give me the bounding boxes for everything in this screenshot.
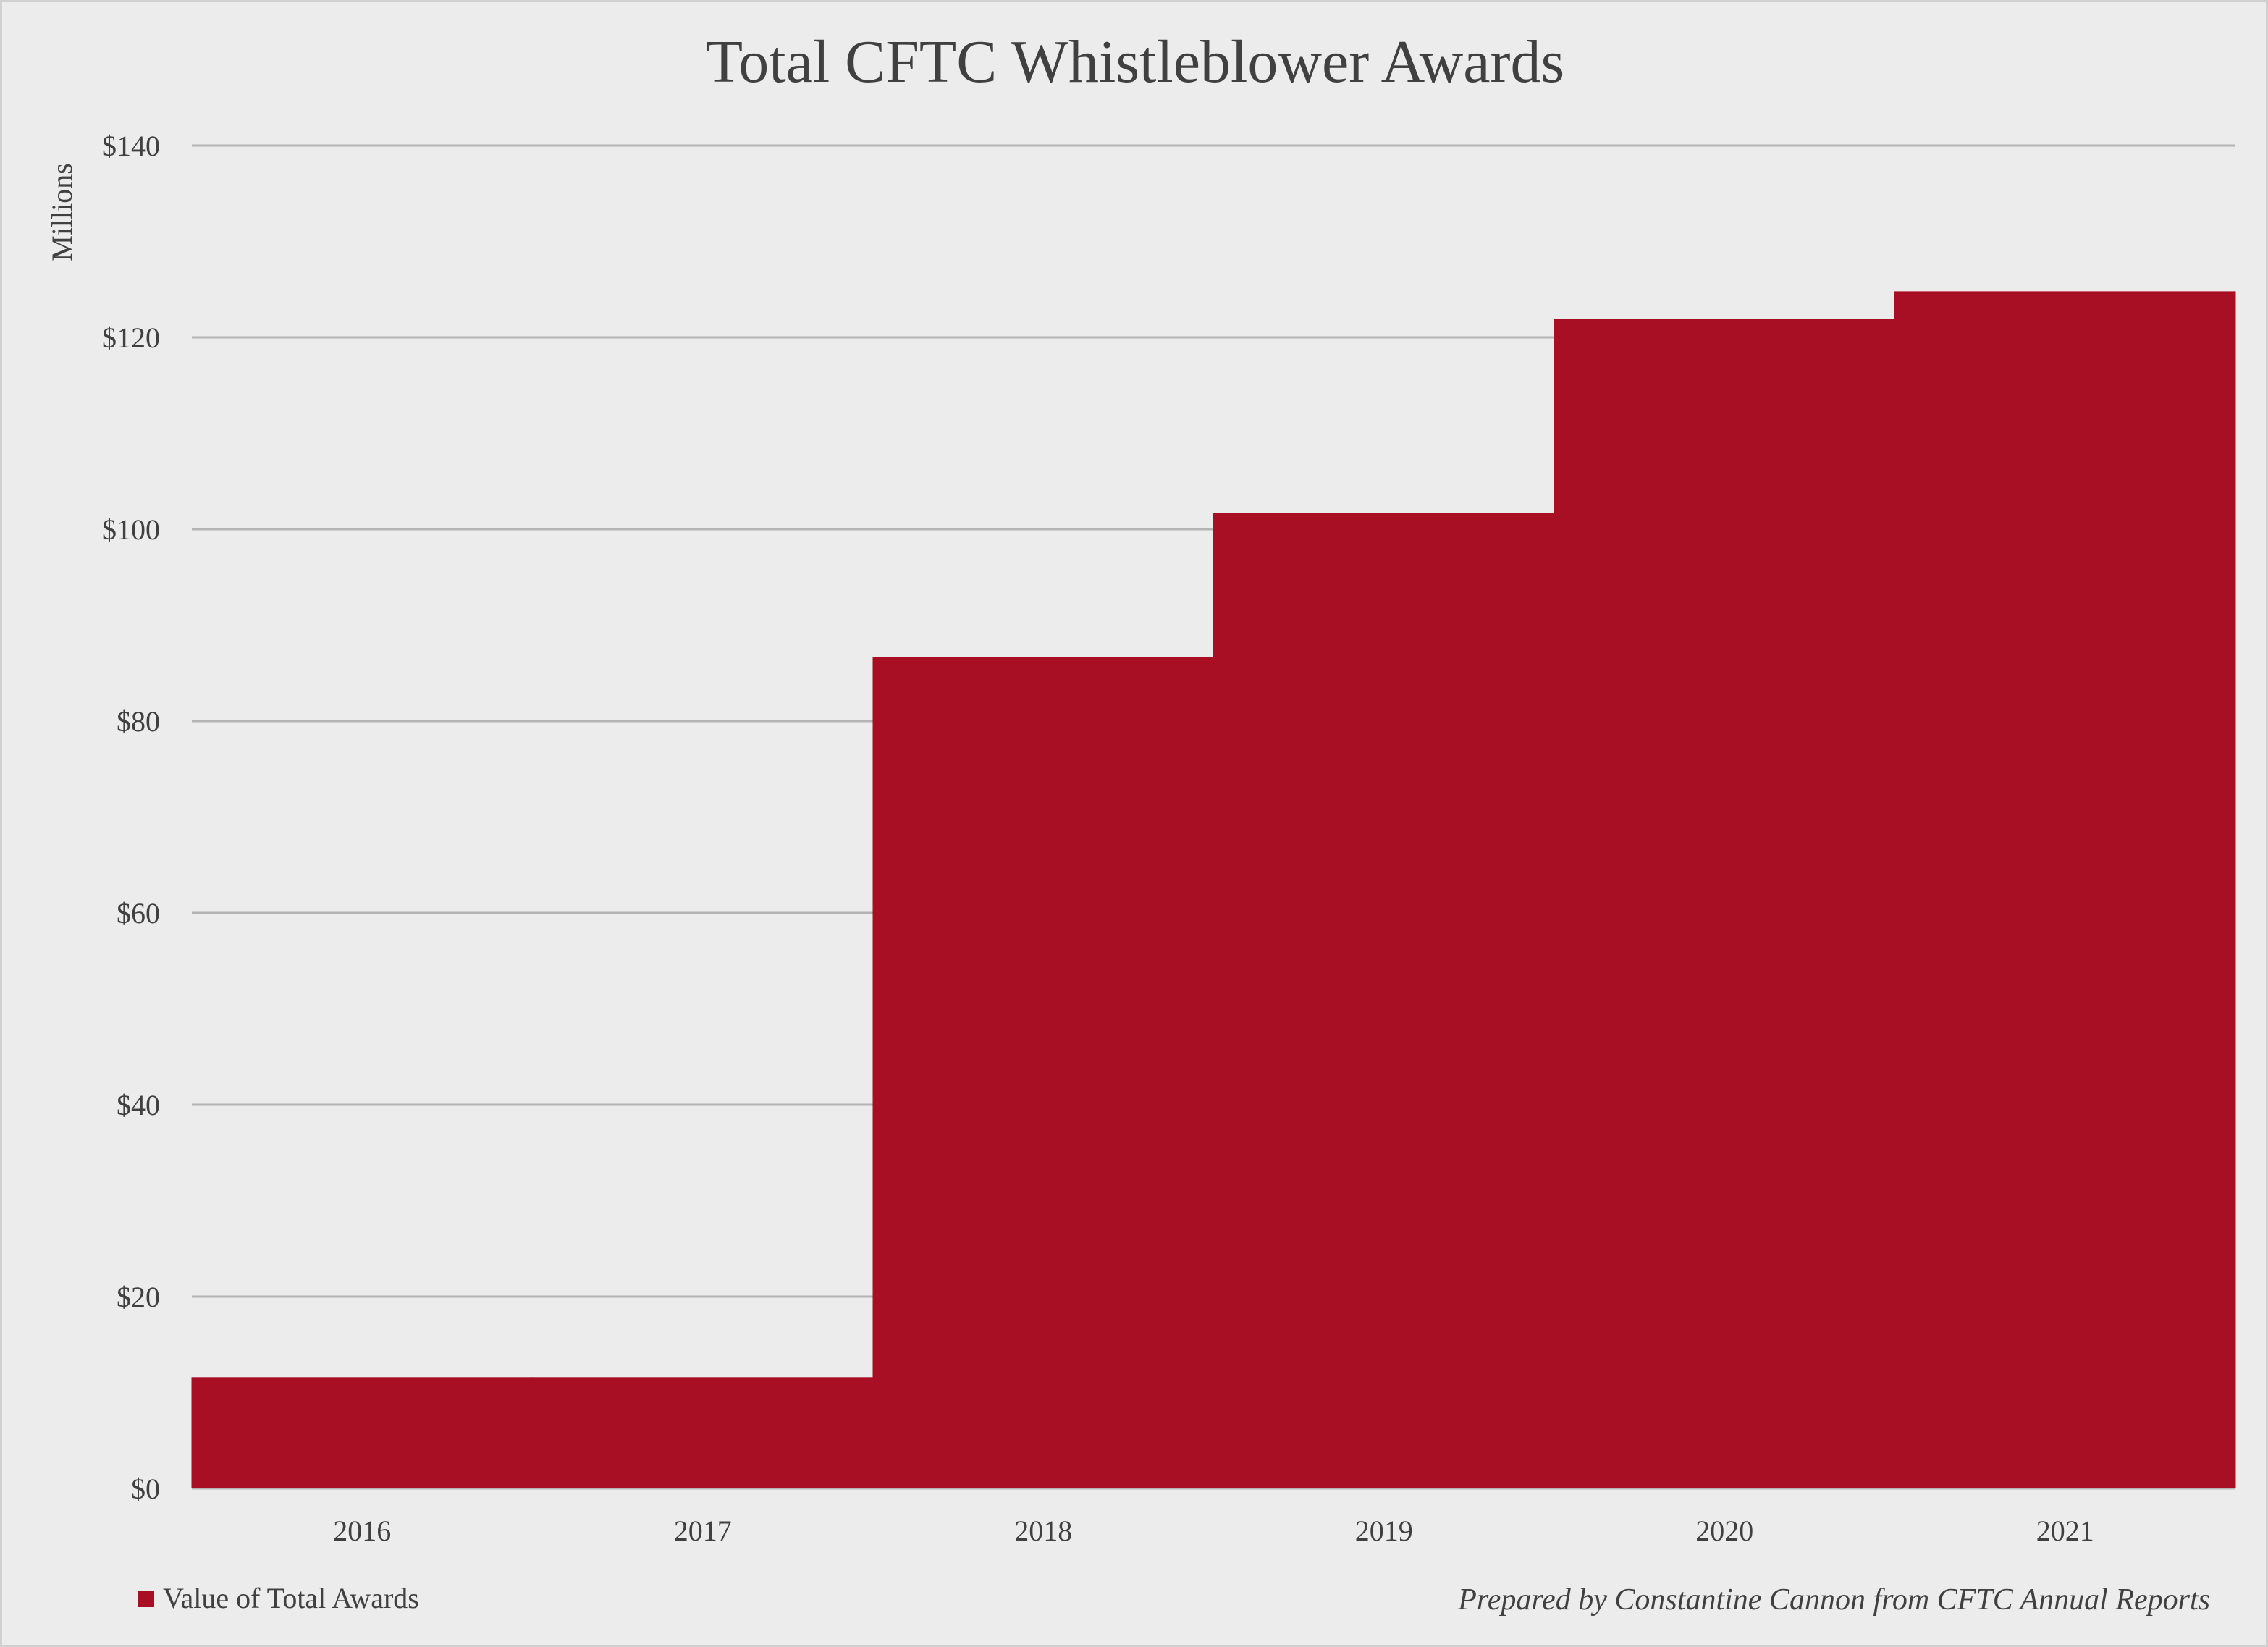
legend-swatch [138,1591,154,1607]
area-step-2017 [532,1377,874,1488]
y-tick-label: $80 [117,705,160,738]
y-tick-label: $100 [102,513,160,546]
source-credit: Prepared by Constantine Cannon from CFTC… [1457,1583,2210,1617]
y-tick-label: $0 [131,1473,160,1505]
y-tick-label: $40 [117,1089,160,1121]
area-step-2016 [191,1377,533,1488]
legend: Value of Total Awards [138,1582,419,1614]
x-tick-label: 2016 [333,1515,391,1547]
y-tick-label: $60 [117,897,160,930]
x-tick-label: 2019 [1355,1515,1413,1547]
area-step-2020 [1554,319,1895,1489]
area-step-2021 [1894,291,2236,1488]
area-step-2019 [1213,513,1555,1488]
y-axis-title: Millions [46,163,78,261]
area-layer [191,291,2236,1489]
x-tick-label: 2017 [674,1515,732,1547]
y-tick-label: $140 [102,130,160,162]
y-axis-ticks: $0 $20 $40 $60 $80 $100 $120 $140 [102,130,160,1505]
legend-label: Value of Total Awards [163,1582,419,1614]
y-tick-label: $20 [117,1281,160,1313]
x-tick-label: 2018 [1014,1515,1072,1547]
x-axis-ticks: 2016 2017 2018 2019 2020 2021 [333,1515,2094,1547]
y-tick-label: $120 [102,321,160,354]
x-tick-label: 2020 [1695,1515,1753,1547]
chart-title: Total CFTC Whistleblower Awards [706,28,1564,96]
area-step-2018 [872,657,1214,1488]
x-tick-label: 2021 [2036,1515,2094,1547]
